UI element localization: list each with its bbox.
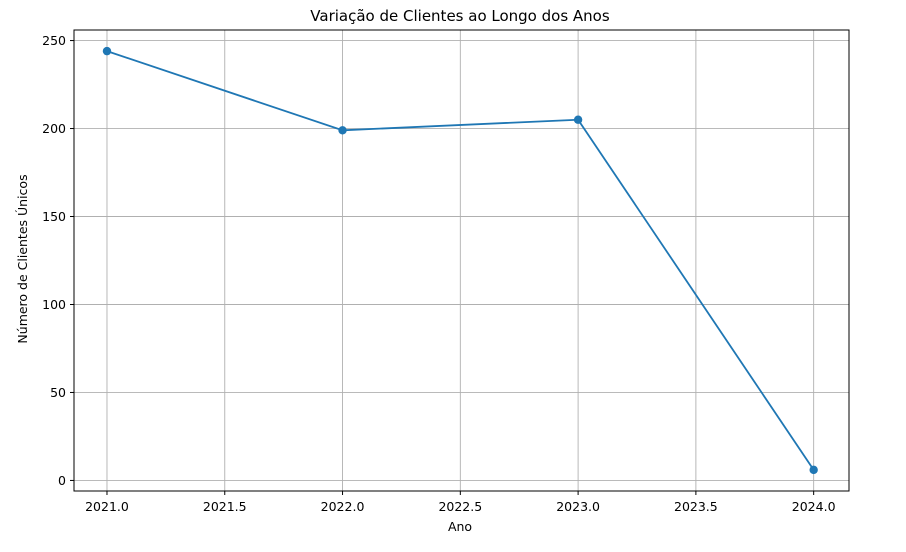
data-point	[338, 126, 347, 135]
data-point	[809, 465, 818, 475]
x-tick-label: 2024.0	[792, 499, 836, 514]
axes: 2021.0 2021.5 2022.0 2022.5 2023.0 2023.5 2024…	[42, 29, 850, 514]
y-tick-label: 250	[42, 33, 66, 48]
x-tick-label: 2021.5	[203, 499, 247, 514]
y-tick-label: 50	[50, 385, 66, 400]
x-tick-label: 2023.5	[674, 499, 718, 514]
y-axis-label: Número de Clientes Únicos	[15, 174, 30, 343]
series-layer	[102, 46, 818, 475]
y-tick-label: 0	[58, 473, 66, 488]
grid	[74, 30, 849, 491]
data-point	[102, 46, 112, 56]
plot-frame	[73, 29, 850, 492]
chart-title: Variação de Clientes ao Longo dos Anos	[310, 7, 610, 25]
data-point	[573, 115, 583, 124]
series-line	[106, 50, 815, 471]
x-tick-label: 2022.5	[438, 499, 482, 514]
x-tick-label: 2022.0	[321, 499, 365, 514]
y-tick-label: 100	[42, 297, 66, 312]
x-tick-label: 2021.0	[85, 499, 129, 514]
y-tick-label: 200	[42, 121, 66, 136]
x-tick-label: 2023.0	[556, 499, 600, 514]
y-tick-label: 150	[42, 209, 66, 224]
x-axis-label: Ano	[448, 519, 472, 534]
